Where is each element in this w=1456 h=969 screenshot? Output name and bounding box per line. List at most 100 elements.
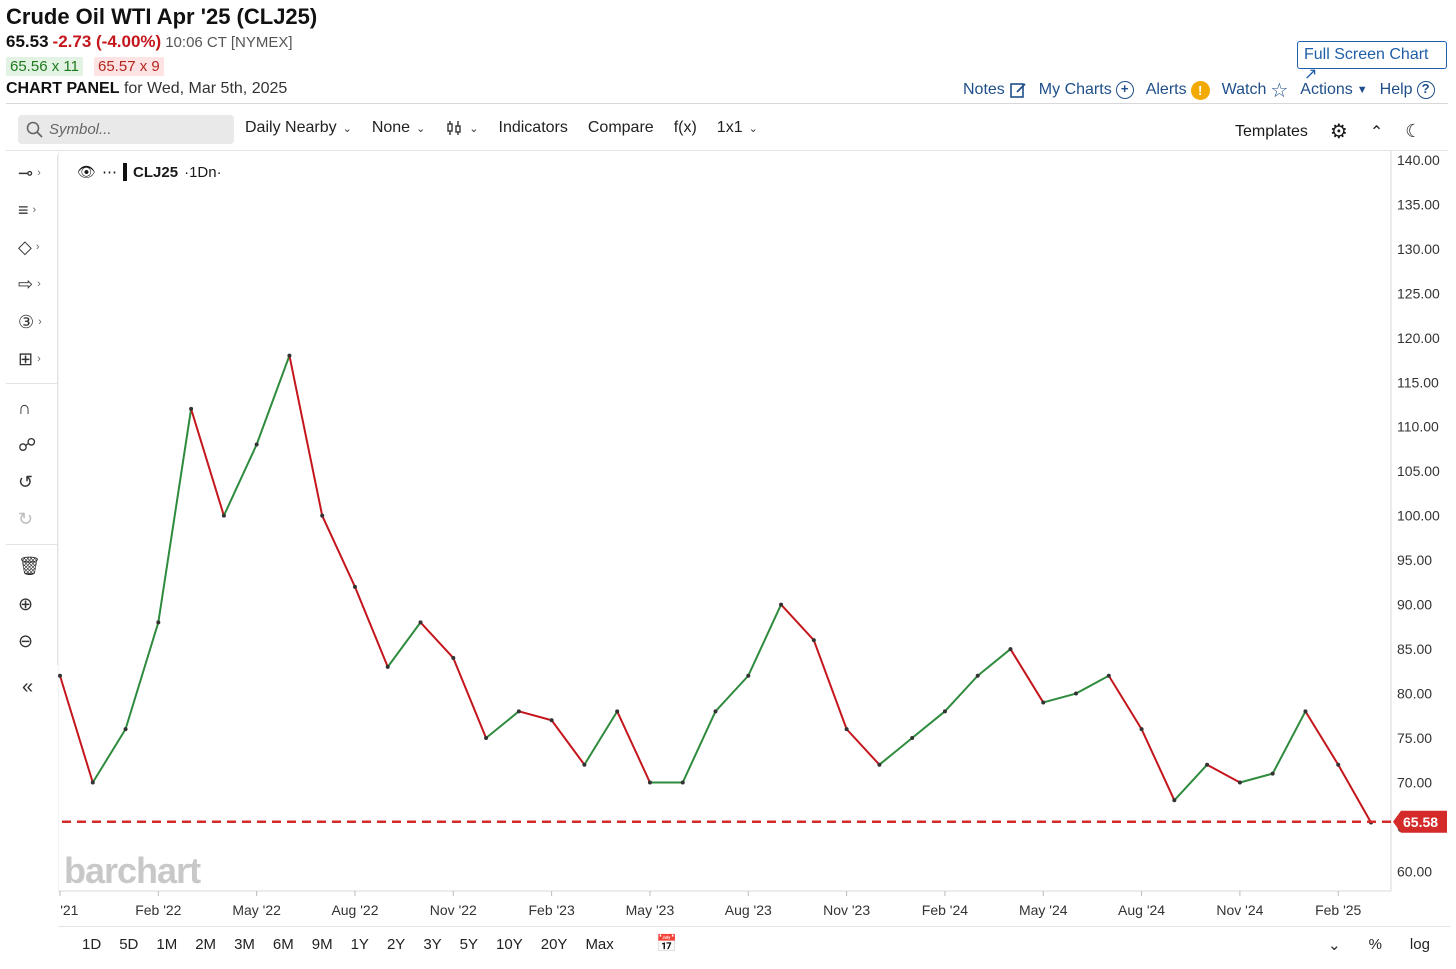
range-button-1m[interactable]: 1M (156, 936, 178, 953)
delete-tool[interactable]: 🗑 (18, 553, 58, 579)
price-segment (124, 622, 160, 730)
my-charts-link[interactable]: My Charts + (1039, 81, 1134, 99)
undo-button[interactable]: ↺ (18, 469, 58, 495)
price-point (1106, 673, 1111, 678)
full-screen-chart-button[interactable]: Full Screen Chart ↗ (1297, 41, 1447, 83)
price-point (877, 762, 882, 767)
x-tick-label: Feb '25 (1315, 902, 1361, 918)
annotation-tool[interactable]: ③ › (18, 309, 58, 335)
collapse-up-icon[interactable]: ⌃ (1369, 123, 1384, 141)
shape-tool[interactable]: ◇ › (18, 234, 58, 260)
price-point (451, 655, 456, 660)
collapse-down-icon[interactable]: ⌄ (1328, 937, 1341, 954)
dark-mode-moon-icon[interactable]: ☾ (1405, 121, 1422, 141)
x-tick-label: Aug '23 (725, 902, 772, 918)
numbered-marker-icon: ③ (18, 311, 35, 332)
range-button-10y[interactable]: 10Y (496, 936, 523, 953)
range-button-2y[interactable]: 2Y (386, 936, 406, 953)
percent-toggle[interactable]: % (1368, 936, 1382, 953)
y-tick-label: 125.00 (1397, 285, 1440, 301)
price-point (746, 673, 751, 678)
templates-button[interactable]: Templates (1235, 122, 1308, 140)
y-tick-label: 140.00 (1397, 152, 1440, 168)
notes-label: Notes (963, 81, 1005, 98)
price-point (320, 513, 325, 518)
actions-menu[interactable]: Actions ▼ (1300, 81, 1367, 99)
price-segment (354, 586, 389, 668)
none-dropdown[interactable]: None ⌄ (372, 119, 425, 137)
fib-tool[interactable]: ≡ › (18, 197, 58, 223)
redo-button[interactable]: ↻ (18, 506, 58, 532)
compare-button[interactable]: Compare (587, 119, 654, 136)
x-tick-label: May '23 (626, 902, 675, 918)
price-chart[interactable]: 140.00 135.00 130.00 125.00 120.00 115.00 110.… (58, 151, 1450, 926)
range-button-5y[interactable]: 5Y (459, 936, 479, 953)
chevron-right-icon: › (37, 278, 41, 290)
x-tick-label: Nov '22 (430, 902, 477, 918)
chevron-right-icon: › (35, 241, 40, 253)
watch-link[interactable]: Watch ☆ (1222, 78, 1289, 103)
help-link[interactable]: Help? (1380, 81, 1435, 99)
collapse-left-icon[interactable]: « (22, 676, 34, 698)
lock-tool[interactable]: ☍ (18, 432, 58, 458)
range-button-1d[interactable]: 1D (82, 936, 102, 953)
price-segment (255, 355, 291, 445)
price-point (615, 709, 620, 714)
my-charts-label: My Charts (1038, 81, 1112, 98)
function-button[interactable]: f(x) (673, 119, 697, 136)
chevron-down-icon: ⌄ (469, 122, 479, 135)
chart-type-dropdown[interactable]: ⌄ (445, 119, 479, 137)
range-button-max[interactable]: Max (585, 936, 614, 953)
range-button-5d[interactable]: 5D (119, 936, 139, 953)
pencil-icon (1009, 83, 1026, 98)
log-toggle[interactable]: log (1409, 936, 1430, 953)
measure-tool[interactable]: ⊞ › (18, 346, 58, 372)
range-button-6m[interactable]: 6M (272, 936, 294, 953)
range-button-3m[interactable]: 3M (234, 936, 255, 953)
zoom-out-tool[interactable]: ⊖ (18, 628, 58, 654)
magnet-tool[interactable]: ∩ (18, 395, 58, 421)
settings-gear-icon[interactable]: ⚙ (1329, 121, 1348, 143)
range-button-2m[interactable]: 2M (195, 936, 217, 953)
calendar-icon[interactable]: 📅 (656, 934, 678, 953)
range-button-9m[interactable]: 9M (311, 936, 333, 953)
price-point (975, 673, 980, 678)
daily-nearby-dropdown[interactable]: Daily Nearby ⌄ (245, 119, 352, 137)
line-tool[interactable]: ⊸ › (18, 160, 58, 186)
eye-icon[interactable]: 👁 (77, 164, 97, 181)
last-price-flag (1393, 810, 1447, 833)
chart-panel-label: CHART PANEL for Wed, Mar 5th, 2025 (6, 80, 287, 98)
x-tick-label: May '24 (1019, 902, 1068, 918)
x-tick-label: Feb '24 (922, 902, 968, 918)
range-button-1y[interactable]: 1Y (350, 936, 369, 953)
more-dots-icon[interactable]: ⋯ (102, 164, 118, 181)
range-button-20y[interactable]: 20Y (540, 936, 568, 953)
y-tick-label: 95.00 (1397, 552, 1432, 568)
zoom-in-tool[interactable]: ⊕ (18, 591, 58, 617)
price-point (156, 620, 161, 625)
actions-label: Actions (1300, 81, 1353, 98)
price-segment (911, 710, 946, 739)
x-tick-label: May '22 (232, 902, 281, 918)
alerts-link[interactable]: Alerts! (1146, 80, 1210, 100)
x-tick-label: ov '21 (58, 902, 79, 918)
layout-dropdown[interactable]: 1x1 ⌄ (717, 119, 758, 137)
price-point (418, 620, 423, 625)
price-point (1237, 780, 1242, 785)
arrow-tool[interactable]: ⇨ › (18, 271, 58, 297)
price-segment (1042, 692, 1077, 704)
indicators-button[interactable]: Indicators (498, 119, 568, 136)
price-segment (747, 604, 782, 677)
price-segment (583, 710, 619, 766)
range-button-3y[interactable]: 3Y (423, 936, 442, 953)
y-tick-label: 120.00 (1397, 330, 1440, 346)
last-price: 65.53 (6, 32, 49, 51)
y-tick-label: 105.00 (1397, 463, 1440, 479)
page-title: Crude Oil WTI Apr '25 (CLJ25) (6, 4, 318, 29)
price-segment (321, 515, 356, 588)
search-icon (26, 121, 43, 138)
notes-link[interactable]: Notes (963, 81, 1027, 99)
price-point (1336, 762, 1341, 767)
symbol-search-input[interactable]: Symbol... (18, 115, 234, 144)
help-icon: ? (1416, 81, 1435, 99)
